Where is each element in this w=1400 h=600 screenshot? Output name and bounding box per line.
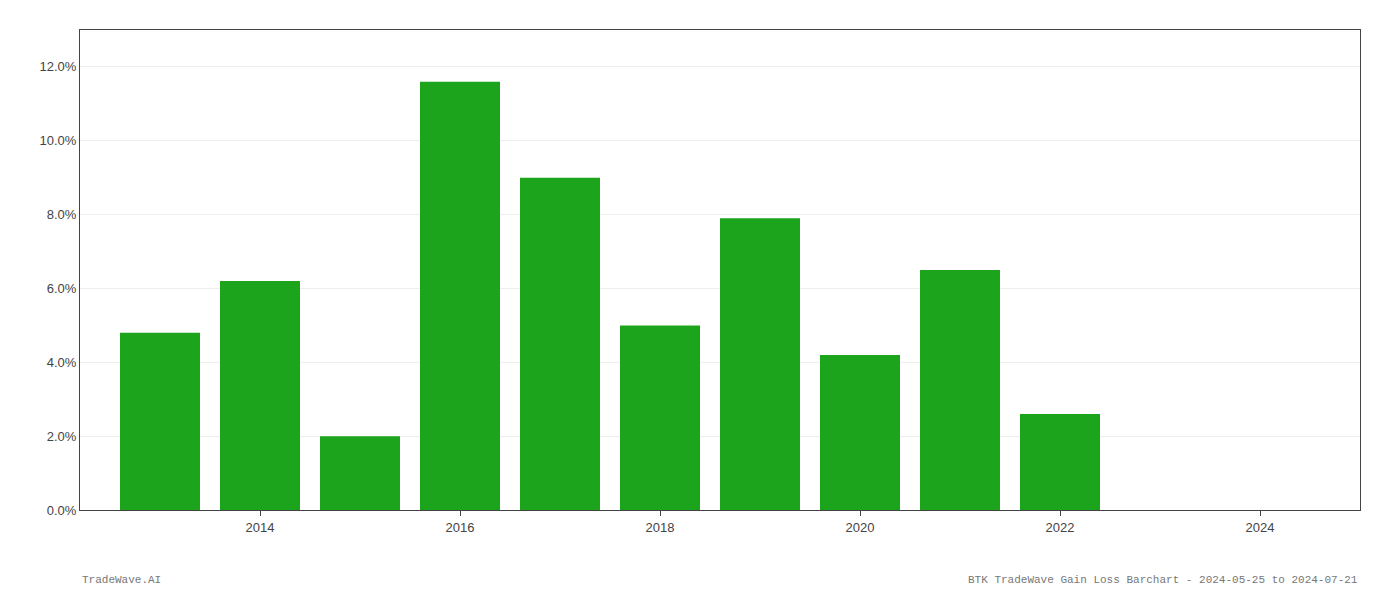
svg-text:10.0%: 10.0% [40,133,77,148]
svg-text:6.0%: 6.0% [47,281,77,296]
svg-text:2020: 2020 [846,520,875,535]
svg-text:4.0%: 4.0% [47,355,77,370]
svg-text:2022: 2022 [1046,520,1075,535]
svg-text:BTK TradeWave Gain Loss Barcha: BTK TradeWave Gain Loss Barchart - 2024-… [968,574,1358,586]
svg-text:TradeWave.AI: TradeWave.AI [82,574,161,586]
svg-text:12.0%: 12.0% [40,59,77,74]
svg-text:2016: 2016 [446,520,475,535]
svg-text:2018: 2018 [646,520,675,535]
svg-text:2.0%: 2.0% [47,429,77,444]
svg-text:2014: 2014 [246,520,275,535]
svg-text:0.0%: 0.0% [47,503,77,518]
svg-text:2024: 2024 [1246,520,1275,535]
svg-text:8.0%: 8.0% [47,207,77,222]
